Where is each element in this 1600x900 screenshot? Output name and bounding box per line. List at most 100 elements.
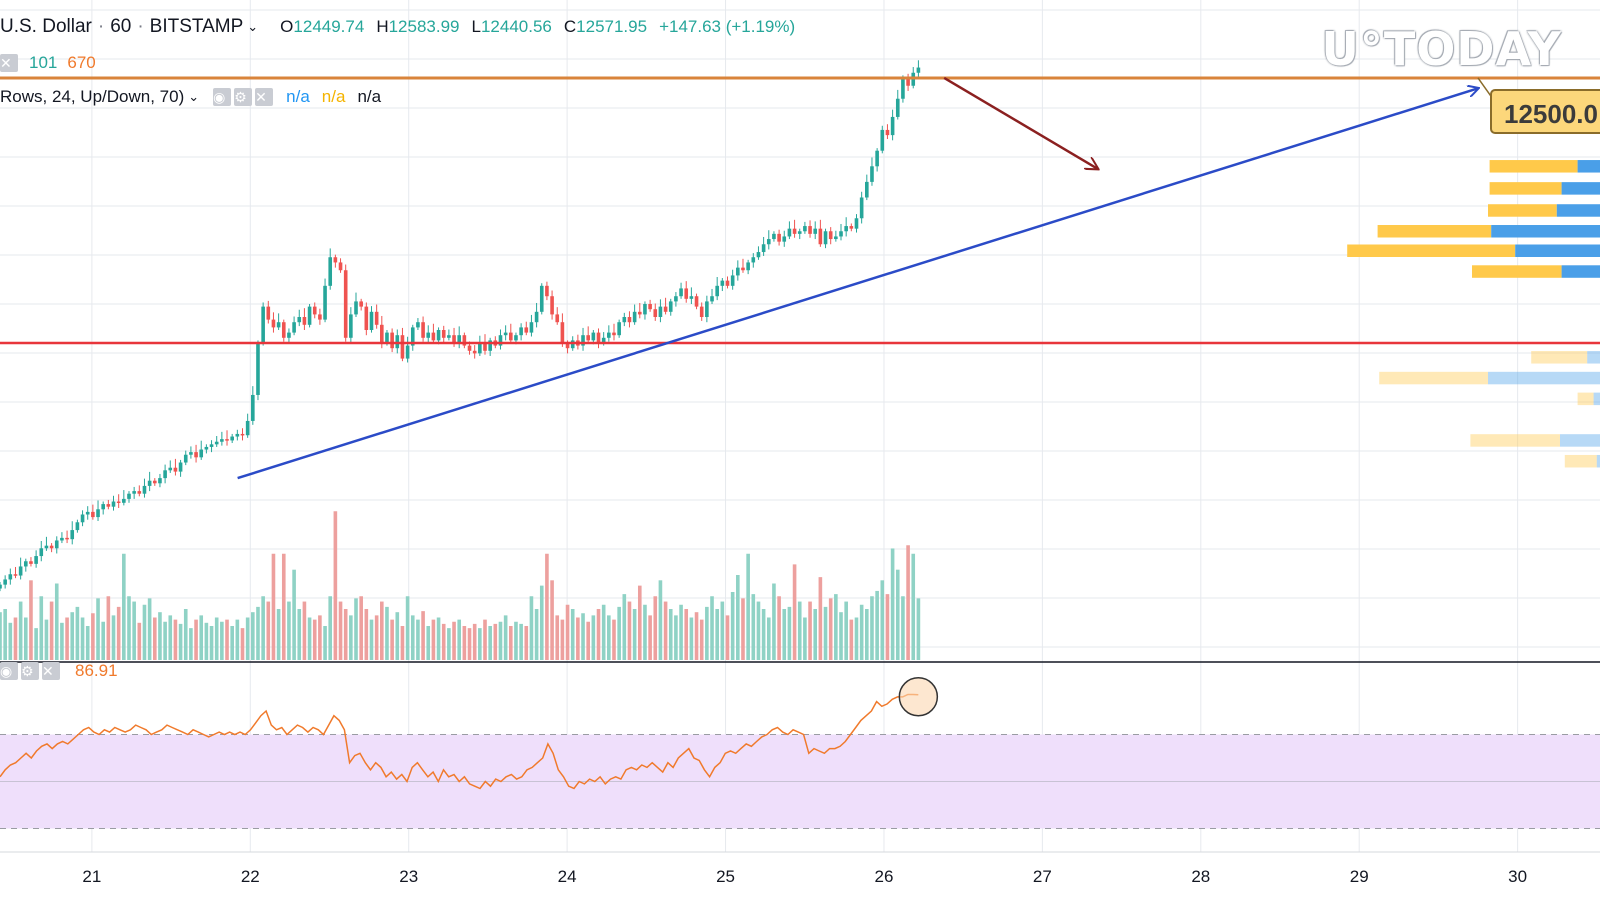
- volume-bar: [803, 617, 807, 660]
- chevron-down-icon[interactable]: ⌄: [188, 89, 200, 104]
- exchange-name[interactable]: BITSTAMP: [149, 16, 244, 37]
- candle-body: [916, 67, 921, 73]
- legend-separator: ·: [137, 16, 144, 37]
- candle-body: [581, 335, 585, 346]
- close-icon[interactable]: ✕: [0, 54, 18, 72]
- volume-bar: [364, 609, 369, 660]
- eye-icon[interactable]: ◉: [0, 662, 18, 680]
- candle-body: [885, 129, 890, 136]
- volume-bar: [658, 580, 663, 660]
- candle-body: [29, 561, 33, 564]
- volume-bar: [710, 596, 714, 660]
- volume-bar: [343, 609, 348, 660]
- candle-body: [539, 285, 544, 312]
- symbol-legend[interactable]: U.S. Dollar · 60 · BITSTAMP ⌄ O 12449.74…: [0, 16, 795, 38]
- volume-bar: [323, 626, 327, 660]
- eye-icon[interactable]: ◉: [213, 88, 232, 106]
- symbol-name[interactable]: U.S. Dollar: [0, 16, 92, 37]
- close-icon[interactable]: ✕: [42, 662, 60, 680]
- vp-value-3: n/a: [357, 87, 382, 106]
- candle-body: [132, 491, 136, 494]
- volume-bar: [715, 609, 719, 660]
- volume-bar: [797, 601, 802, 660]
- rsi-legend[interactable]: ◉ ⚙ ✕ 86.91: [0, 661, 118, 681]
- candle-body: [901, 77, 905, 99]
- forecast-arrow: [943, 76, 1098, 169]
- volume-bar: [607, 615, 611, 660]
- volume-bar: [137, 622, 142, 660]
- volume-profile-legend[interactable]: Rows, 24, Up/Down, 70) ⌄ ◉ ⚙ ✕ n/a n/a n…: [0, 87, 381, 107]
- candle-body: [416, 322, 420, 328]
- candle-body: [524, 327, 529, 333]
- indicator-value-2: 670: [67, 53, 96, 72]
- volume-bar: [576, 617, 580, 660]
- indicator-value-1: 101: [29, 53, 58, 72]
- volume-bars: [0, 511, 921, 660]
- candle-body: [519, 327, 523, 336]
- candle-body: [550, 296, 554, 315]
- candle-body: [312, 306, 317, 315]
- volume-bar: [890, 548, 895, 660]
- volume-profile-bar: [1564, 454, 1597, 468]
- candle-body: [545, 285, 549, 297]
- candle-body: [514, 335, 518, 341]
- volume-bar: [875, 590, 879, 660]
- candle-body: [447, 335, 451, 338]
- volume-bar: [441, 623, 446, 660]
- candle-body: [844, 226, 848, 232]
- volume-bar: [173, 619, 178, 660]
- volume-bar: [65, 617, 69, 660]
- candle-body: [168, 467, 173, 471]
- volume-bar: [235, 619, 240, 660]
- volume-bar: [601, 604, 606, 660]
- candle-body: [457, 335, 462, 343]
- high-label: H: [376, 17, 389, 36]
- volume-bar: [550, 580, 554, 660]
- candle-body: [637, 311, 642, 315]
- volume-profile-bar: [1596, 454, 1600, 468]
- interval-value[interactable]: 60: [110, 16, 132, 37]
- gear-icon[interactable]: ⚙: [21, 662, 39, 680]
- volume-profile-bar: [1347, 244, 1516, 257]
- candle-body: [137, 491, 142, 494]
- close-icon[interactable]: ✕: [255, 88, 274, 106]
- candle-body: [467, 345, 472, 351]
- chevron-down-icon[interactable]: ⌄: [247, 19, 259, 34]
- volume-bar: [214, 617, 219, 660]
- open-label: O: [280, 17, 294, 36]
- candle-body: [400, 335, 405, 359]
- volume-bar: [741, 598, 745, 660]
- volume-profile-label[interactable]: Rows, 24, Up/Down, 70): [0, 87, 185, 106]
- candle-body: [359, 301, 363, 307]
- change-value: +147.63 (+1.19%): [659, 17, 796, 36]
- grid-lines: [0, 0, 1600, 852]
- volume-bar: [220, 621, 224, 660]
- candle-body: [875, 150, 879, 167]
- price-target-callout[interactable]: 12500.0: [1490, 89, 1600, 134]
- volume-bar: [447, 628, 451, 660]
- volume-bar: [483, 619, 487, 660]
- candle-body: [555, 314, 560, 323]
- volume-bar: [96, 598, 100, 660]
- candle-body: [220, 439, 224, 442]
- volume-bar: [194, 619, 198, 660]
- candle-body: [534, 311, 539, 323]
- volume-bar: [622, 594, 627, 660]
- volume-bar: [493, 623, 498, 660]
- volume-bar: [849, 619, 854, 660]
- volume-bar: [648, 615, 652, 660]
- gear-icon[interactable]: ⚙: [234, 88, 253, 106]
- volume-bar: [354, 598, 358, 660]
- indicator-legend-1[interactable]: ✕ 101 670: [0, 53, 96, 73]
- volume-bar: [674, 615, 678, 660]
- volume-bar: [297, 609, 302, 660]
- volume-profile-bar: [1593, 392, 1600, 406]
- volume-bar: [142, 604, 147, 660]
- x-tick-label: 28: [1191, 867, 1210, 886]
- volume-bar: [8, 622, 13, 660]
- volume-profile-bar: [1556, 204, 1600, 217]
- candle-body: [431, 332, 436, 341]
- candle-body: [374, 311, 379, 325]
- candle-body: [472, 350, 477, 354]
